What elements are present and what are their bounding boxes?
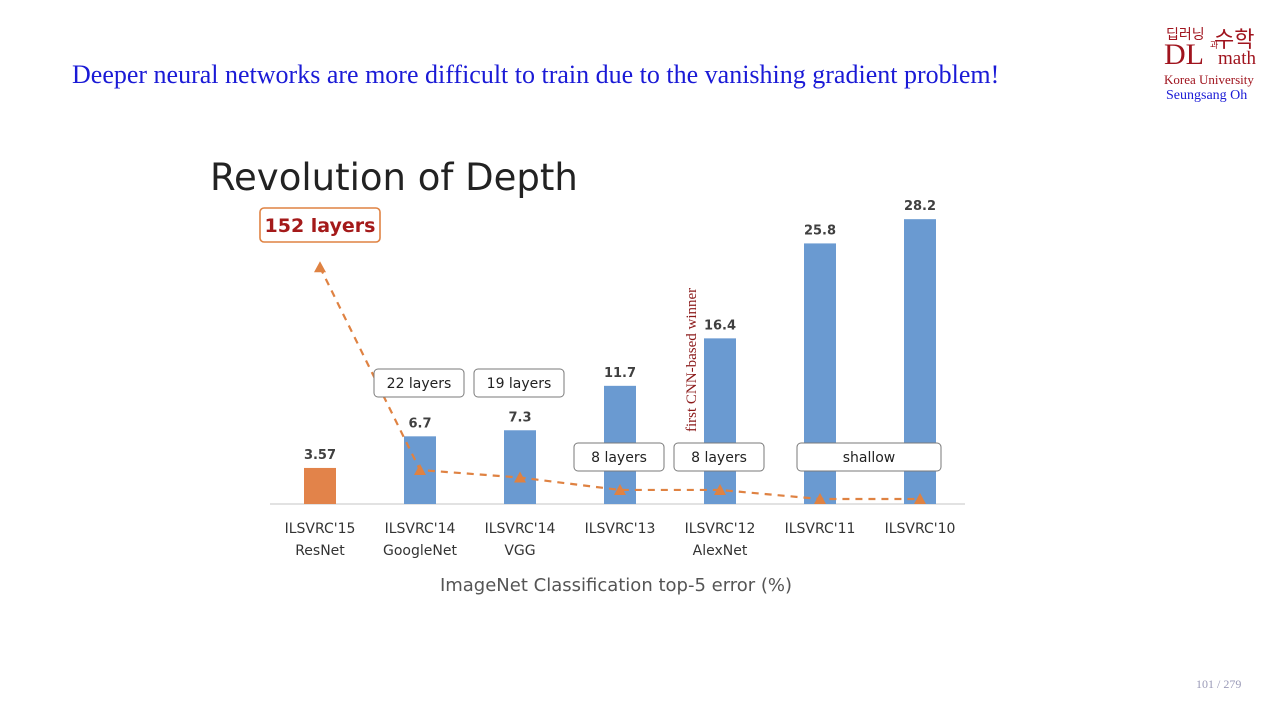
bar-value-label: 16.4 <box>704 318 736 333</box>
bar <box>704 338 736 504</box>
slide-headline: Deeper neural networks are more difficul… <box>72 60 1000 89</box>
layer-count-label: 8 layers <box>591 450 647 466</box>
depth-trend-marker <box>414 464 426 475</box>
bar <box>504 430 536 504</box>
category-tick-label: ILSVRC'12 <box>685 521 756 537</box>
layer-count-label: 8 layers <box>691 450 747 466</box>
layer-label-group: 152 layers 22 layers 19 layers 8 layers 8 la… <box>259 207 942 472</box>
layer-count-box <box>796 442 942 472</box>
layer-count-box <box>673 442 765 472</box>
depth-trend-marker <box>314 261 326 273</box>
category-tick-sublabel: GoogleNet <box>383 543 457 559</box>
depth-trend-marker <box>614 483 626 495</box>
bar-value-label: 3.57 <box>304 448 336 463</box>
depth-highlight-box <box>259 207 381 243</box>
category-tick-label: ILSVRC'15 <box>285 521 356 537</box>
category-tick-sublabel: ResNet <box>295 543 345 559</box>
page-number: 101 / 279 <box>1196 677 1242 691</box>
logo-university: Korea University <box>1164 72 1254 87</box>
logo-korean-connector: 과 <box>1210 40 1219 50</box>
depth-trend-marker <box>814 493 826 504</box>
logo-korean-deep-learning: 딥러닝 <box>1166 28 1205 43</box>
layer-count-box <box>573 442 665 472</box>
category-tick-sublabel: AlexNet <box>693 543 748 559</box>
category-tick-sublabel: VGG <box>504 543 535 559</box>
layer-count-label: 19 layers <box>487 376 552 392</box>
bar-value-label: 11.7 <box>604 366 636 381</box>
bar-value-label: 7.3 <box>508 410 531 425</box>
layer-count-box <box>373 368 465 398</box>
layer-count-box <box>473 368 565 398</box>
category-tick-label: ILSVRC'13 <box>585 521 656 537</box>
layer-count-label: shallow <box>843 450 896 466</box>
depth-trend-group <box>314 261 926 504</box>
depth-highlight-label: 152 layers <box>265 215 376 237</box>
logo-math: math <box>1218 48 1256 69</box>
first-cnn-annotation: first CNN-based winner <box>684 288 700 432</box>
bar-value-label: 25.8 <box>804 223 836 238</box>
logo-korean-math: 수학 <box>1214 27 1255 52</box>
category-tick-label: ILSVRC'14 <box>485 521 556 537</box>
x-axis-label: ImageNet Classification top-5 error (%) <box>440 575 792 596</box>
category-tick-group: ILSVRC'15 ResNet ILSVRC'14 GoogleNet ILSVRC'… <box>285 521 956 559</box>
depth-trend-marker <box>914 493 926 504</box>
category-tick-label: ILSVRC'10 <box>885 521 956 537</box>
bar-value-label: 6.7 <box>408 416 431 431</box>
depth-trend-marker <box>514 471 526 483</box>
depth-trend-marker <box>714 483 726 495</box>
logo-author: Seungsang Oh <box>1166 88 1248 103</box>
category-tick-label: ILSVRC'11 <box>785 521 856 537</box>
dlmath-logo: 딥러닝 과 수학 DL math Korea University Seungs… <box>1158 22 1266 108</box>
category-tick-label: ILSVRC'14 <box>385 521 456 537</box>
logo-dl: DL <box>1164 38 1204 71</box>
bar <box>304 467 336 504</box>
bar-value-label: 28.2 <box>904 199 936 214</box>
layer-count-label: 22 layers <box>387 376 452 392</box>
chart-title: Revolution of Depth <box>210 156 578 199</box>
